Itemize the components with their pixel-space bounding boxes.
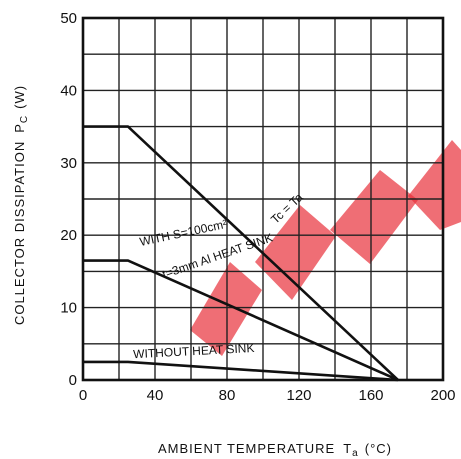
y-tick-labels: 0 10 20 30 40 50 (60, 10, 77, 389)
watermark-shape (330, 170, 418, 264)
y-axis-label: COLLECTOR DISSIPATIONPC(W) (12, 85, 30, 325)
watermark-shape (190, 262, 262, 356)
watermark-shape (408, 140, 461, 230)
x-tick-label: 0 (79, 387, 87, 404)
plot-border (81, 16, 445, 382)
x-tick-label: 160 (358, 387, 383, 404)
derating-curves (83, 125, 399, 382)
curve-label: WITHOUT HEAT SINK (133, 341, 255, 361)
y-tick-label: 30 (60, 155, 77, 172)
x-tick-label: 80 (219, 387, 236, 404)
y-tick-label: 40 (60, 82, 77, 99)
watermark-logo (190, 140, 461, 356)
x-tick-label: 40 (147, 387, 164, 404)
watermark-shape (255, 205, 336, 300)
x-tick-label: 200 (430, 387, 455, 404)
y-tick-label: 0 (69, 372, 77, 389)
series-line (83, 259, 399, 382)
series-line (83, 125, 399, 381)
curve-label: WITH S=100cm² (138, 217, 228, 249)
x-axis-label: AMBIENT TEMPERATURE Ta (°C) (158, 441, 392, 459)
x-tick-label: 120 (286, 387, 311, 404)
series-line (83, 360, 399, 382)
plot-frame (81, 16, 445, 382)
y-tick-label: 20 (60, 227, 77, 244)
grid-lines (82, 17, 444, 381)
y-tick-label: 10 (60, 300, 77, 317)
y-tick-label: 50 (60, 10, 77, 27)
x-tick-labels: 0 40 80 120 160 200 (79, 387, 456, 404)
